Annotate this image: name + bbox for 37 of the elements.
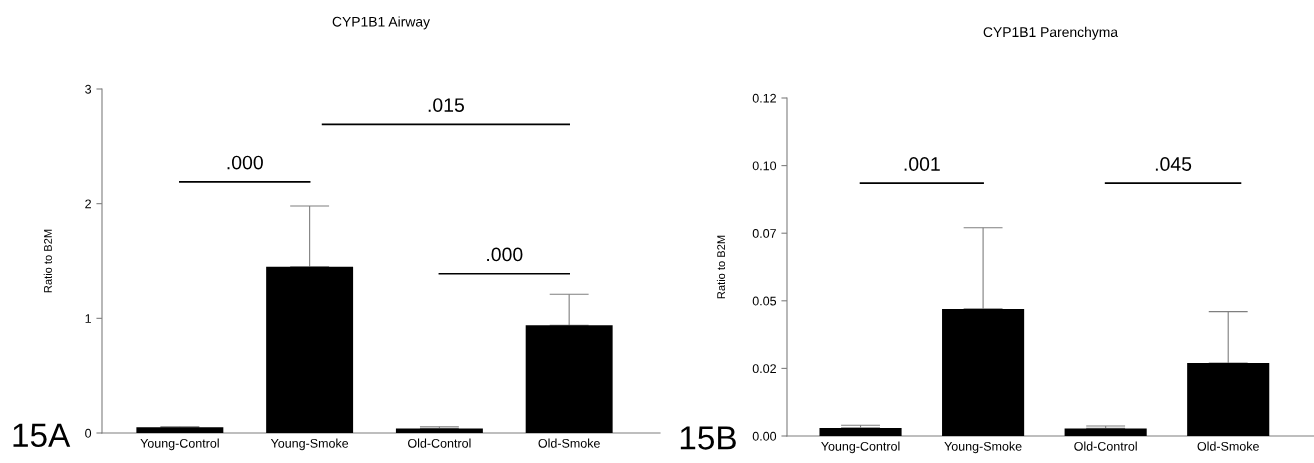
y-axis-title: Ratio to B2M (43, 229, 52, 293)
annotation: .045 (1155, 157, 1192, 171)
y-tick-label: 2 (85, 199, 91, 209)
y-tick-label: 0.05 (752, 296, 777, 306)
x-tick-label: Old-Control (408, 438, 471, 448)
y-tick-label: 0.12 (752, 93, 776, 103)
annotation: .000 (227, 155, 263, 170)
y-tick-label: 3 (85, 84, 92, 94)
y-tick-label: 1 (85, 314, 91, 323)
x-tick-label: Young-Smoke (944, 441, 1022, 454)
y-tick-label: 0.02 (752, 364, 776, 374)
annotation: .000 (487, 247, 523, 262)
y-tick-label: 0.10 (752, 161, 777, 171)
annotation: .001 (904, 157, 940, 171)
x-tick-label: Old-Control (1074, 441, 1137, 451)
x-tick-label: Young-Smoke (270, 438, 349, 451)
y-tick-label: 0.00 (752, 431, 777, 441)
bar (819, 427, 902, 436)
y-tick-label: 0.07 (752, 229, 776, 238)
x-tick-label: Old-Smoke (538, 438, 600, 448)
x-tick-label: Young-Control (821, 441, 900, 454)
chart-title: CYP1B1 Parenchyma (983, 26, 1119, 40)
bar (266, 266, 354, 433)
text: 15B (680, 426, 736, 450)
x-tick-label: Old-Smoke (1197, 441, 1259, 451)
bar (136, 427, 224, 433)
bar (525, 325, 613, 433)
text: 15A (13, 423, 71, 448)
annotation: .015 (428, 98, 464, 112)
y-axis-title: Ratio to B2M (716, 235, 726, 299)
x-tick-label: Young-Control (140, 438, 219, 451)
y-tick-label: 0 (85, 428, 92, 438)
bar (1187, 362, 1270, 436)
bar (1064, 428, 1147, 436)
chart-title: CYP1B1 Airway (332, 16, 430, 30)
bar (395, 428, 483, 433)
bar (942, 308, 1025, 436)
